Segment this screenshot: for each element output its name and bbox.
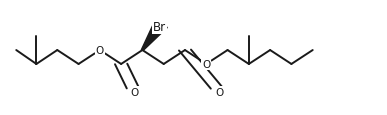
Text: Br: Br	[153, 21, 166, 34]
Text: O: O	[96, 46, 104, 56]
Text: O: O	[202, 59, 211, 69]
Text: O: O	[216, 87, 224, 97]
Text: O: O	[130, 87, 139, 97]
Polygon shape	[141, 27, 168, 51]
